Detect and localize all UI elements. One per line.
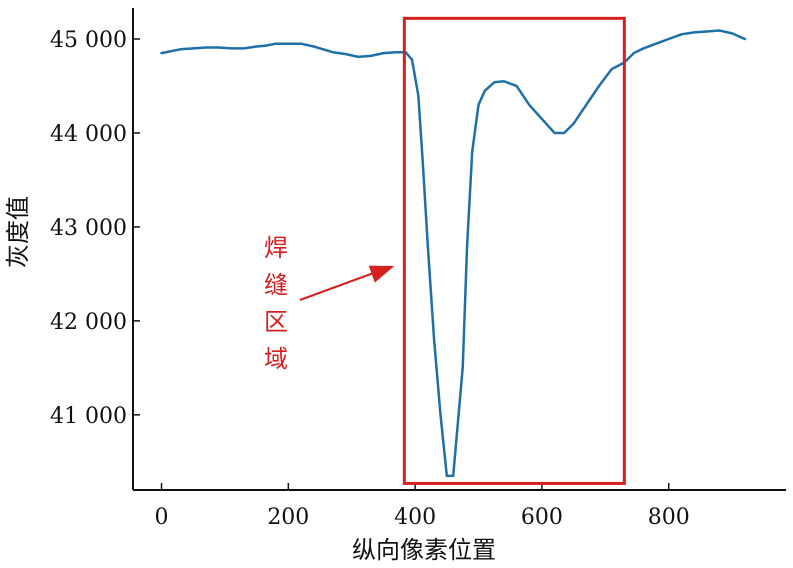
x-tick-label: 600	[521, 505, 563, 530]
x-tick-label: 800	[648, 505, 690, 530]
y-tick-label: 41 000	[50, 404, 127, 429]
weld-region-box	[402, 16, 626, 485]
y-axis-label: 灰度值	[4, 196, 32, 268]
y-tick-label: 43 000	[50, 216, 127, 241]
y-tick-label: 42 000	[50, 310, 127, 335]
x-tick-label: 400	[394, 505, 436, 530]
x-tick-label: 200	[267, 505, 309, 530]
y-ticks: 41 000 42 000 43 000 44 000 45 000	[50, 28, 140, 429]
annotation-arrow-head	[368, 265, 395, 283]
y-tick-label: 44 000	[50, 122, 127, 147]
annotation-char: 缝	[264, 271, 288, 299]
x-ticks: 0 200 400 600 800	[155, 483, 690, 530]
annotation-char: 区	[264, 308, 288, 336]
y-tick-label: 45 000	[50, 28, 127, 53]
series-layer	[160, 29, 747, 478]
axes	[132, 8, 786, 491]
x-tick-label: 0	[155, 505, 169, 530]
annotation-char: 域	[264, 345, 288, 373]
annotation-char: 焊	[264, 234, 288, 262]
x-axis-label: 纵向像素位置	[352, 536, 496, 564]
series-line	[160, 29, 747, 478]
annotation-arrow-shaft	[299, 269, 381, 301]
